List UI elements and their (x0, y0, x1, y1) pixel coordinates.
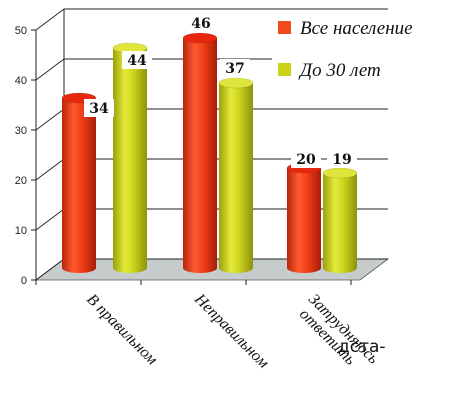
y-tick-label: 30 (15, 125, 27, 137)
value-label-bg (84, 99, 114, 117)
value-label-bg (186, 14, 216, 32)
bar-cap (182, 32, 218, 44)
grid-diagonal (35, 208, 65, 231)
category-label-line: Неправильном (190, 290, 272, 372)
grid-diagonal (35, 258, 65, 281)
value-label: 44 (127, 53, 147, 69)
category-label: В правильном (83, 291, 160, 368)
category-label: Неправильном (190, 290, 272, 372)
bar-cap (218, 77, 254, 89)
y-tick-label: 20 (15, 175, 27, 187)
grid-diagonal (35, 8, 65, 31)
bar-cap (322, 167, 358, 179)
y-tick-label: 0 (21, 275, 27, 287)
y-tick-label: 50 (15, 25, 27, 37)
bar (62, 98, 96, 273)
value-label: 34 (89, 101, 109, 117)
legend-label: До 30 лет (298, 60, 381, 81)
bar (219, 83, 253, 273)
bar (287, 168, 321, 273)
value-label: 19 (332, 152, 351, 168)
value-label-bg (327, 150, 357, 168)
legend-label: Все население (300, 18, 413, 39)
bar (183, 38, 217, 273)
value-label: 46 (191, 16, 210, 32)
legend-swatch (278, 63, 291, 76)
y-tick-label: 10 (15, 225, 27, 237)
y-tick-label: 40 (15, 75, 27, 87)
legend-row-bg (272, 58, 458, 82)
bars (61, 32, 358, 273)
bar (113, 48, 147, 273)
category-label-line: В правильном (83, 291, 160, 368)
value-label-bg (291, 150, 321, 168)
legend: Все население До 30 лет (272, 16, 458, 82)
grid-diagonal (35, 108, 65, 131)
value-label-bg (122, 51, 152, 69)
legend-swatch (278, 21, 291, 34)
value-labels: 34 44 46 37 20 19 (84, 14, 357, 168)
grid-diagonal (35, 58, 65, 81)
value-label: 20 (296, 152, 316, 168)
clipped-text-fragment: дста- (338, 337, 386, 357)
category-labels: В правильном Неправильном Затрудняюсьответ… (83, 290, 382, 372)
bar (323, 173, 357, 273)
y-axis: 0 10 20 30 40 50 (15, 25, 352, 287)
legend-row-bg (272, 16, 458, 40)
grid-diagonal (35, 158, 65, 181)
value-label: 37 (225, 61, 244, 77)
value-label-bg (220, 59, 250, 77)
